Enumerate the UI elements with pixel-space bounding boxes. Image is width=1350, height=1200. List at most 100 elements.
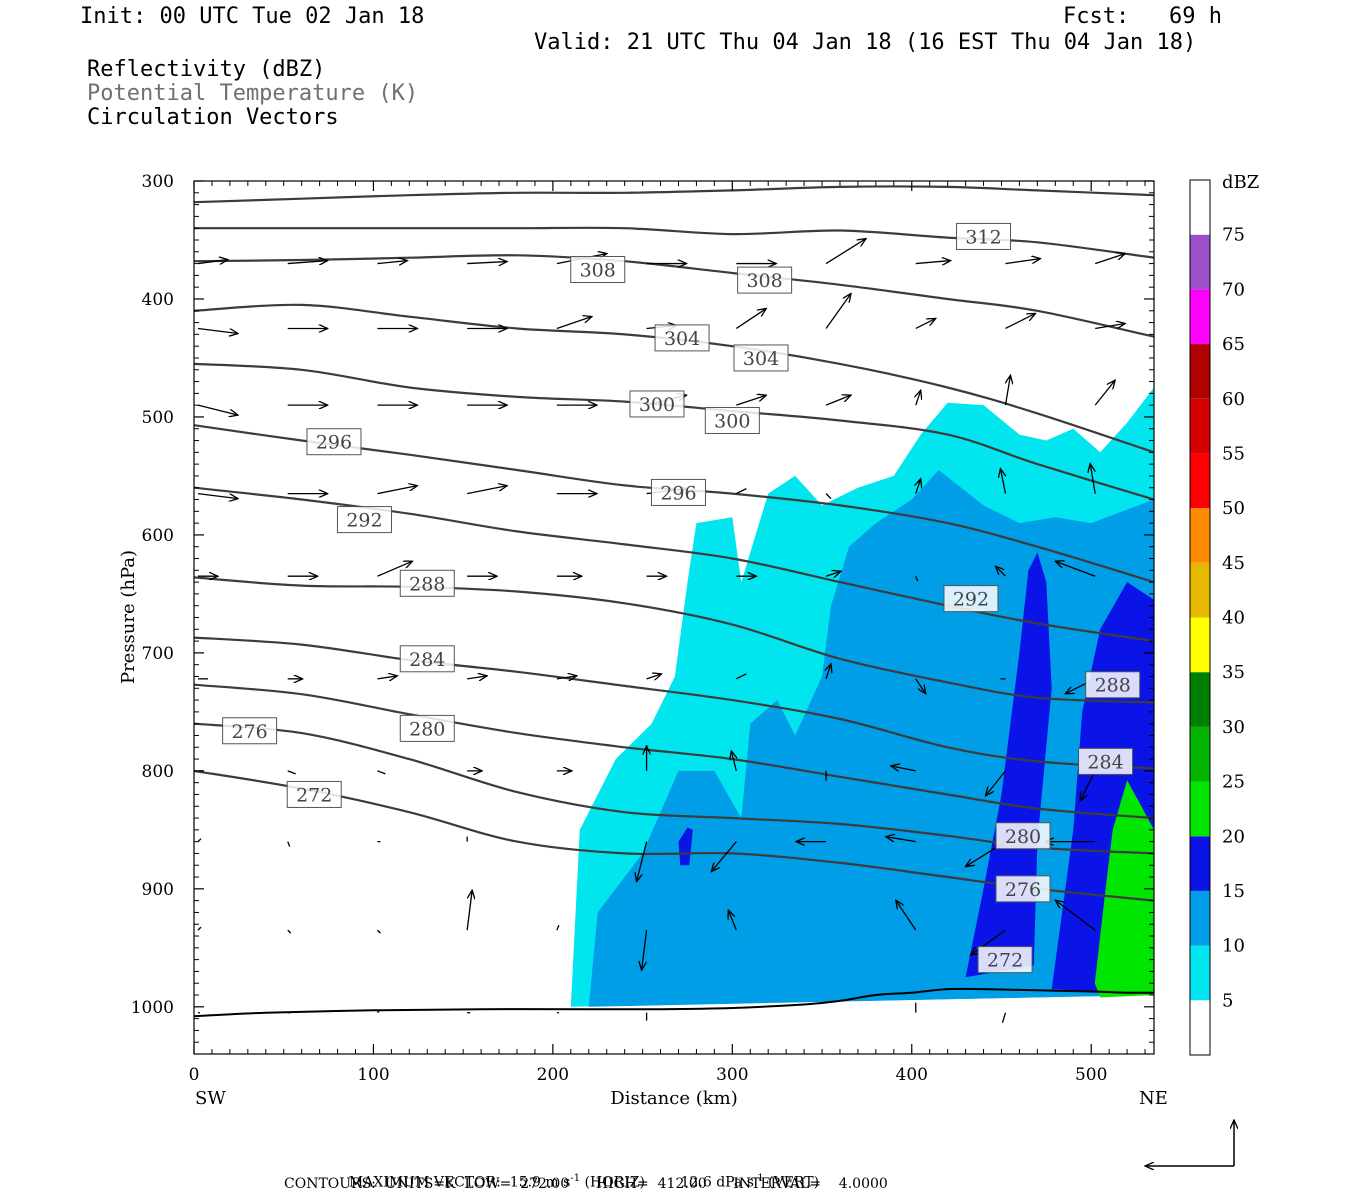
colorbar-level-label: 10 (1222, 936, 1245, 957)
svg-text:280: 280 (409, 718, 445, 740)
max-vector-note: MAXIMUM VECTOR: 15.9 m s-1 (HORIZ) 12.6 … (340, 1157, 819, 1191)
colorbar-swatch (1190, 289, 1210, 345)
x-tick-label: 500 (1075, 1065, 1107, 1085)
circulation-vector (467, 486, 507, 495)
circulation-vector (377, 561, 412, 577)
theta-contour-308 (194, 254, 1154, 338)
svg-text:304: 304 (664, 328, 700, 350)
circulation-vector (197, 260, 228, 264)
contour-label-288: 288 (1085, 671, 1141, 699)
colorbar-swatch (1190, 836, 1210, 891)
colorbar-swatch (1190, 180, 1210, 235)
svg-text:300: 300 (639, 394, 675, 416)
colorbar-level-label: 70 (1222, 279, 1245, 300)
colorbar-swatch (1190, 1000, 1210, 1055)
svg-text:292: 292 (346, 510, 382, 532)
contour-label-304: 304 (733, 344, 789, 372)
circulation-vector (1095, 323, 1125, 330)
field-reflectivity-label: Reflectivity (dBZ) (87, 57, 326, 82)
contour-label-292: 292 (943, 585, 999, 613)
circulation-vector (466, 890, 472, 931)
circulation-vector (1055, 900, 1096, 931)
contour-label-276: 276 (222, 717, 278, 745)
colorbar-swatch (1190, 617, 1210, 673)
circulation-vector (377, 261, 407, 264)
colorbar-level-label: 60 (1222, 389, 1245, 410)
x-right-end-label: NE (1139, 1088, 1168, 1109)
circulation-vector (736, 395, 766, 406)
contour-label-280: 280 (399, 714, 455, 742)
circulation-vector (287, 841, 291, 847)
theta-contour-288 (194, 576, 1154, 704)
circulation-vector (1001, 1012, 1007, 1023)
colorbar-frame (1189, 179, 1211, 1056)
y-tick-label: 900 (142, 880, 174, 900)
contour-label-300: 300 (629, 390, 685, 418)
colorbar-swatch (1190, 890, 1210, 946)
colorbar-level-label: 75 (1222, 225, 1245, 246)
contour-label-300: 300 (704, 406, 760, 434)
circulation-vector (985, 770, 1006, 796)
field-theta-label: Potential Temperature (K) (87, 81, 419, 106)
circulation-vector (556, 316, 592, 330)
reference-vector-icon (1145, 1120, 1234, 1166)
contour-label-288: 288 (399, 569, 455, 597)
circulation-vector (287, 261, 328, 264)
contour-label-304: 304 (654, 324, 710, 352)
x-tick-label: 200 (537, 1065, 569, 1085)
contour-label-308: 308 (737, 266, 793, 294)
colorbar-swatch (1190, 453, 1210, 509)
circulation-vector (825, 293, 851, 329)
svg-text:284: 284 (1087, 751, 1123, 773)
contour-info: CONTOURS: UNITS=K LOW= 272.00 HIGH= 412.… (284, 1176, 888, 1192)
colorbar-swatch (1190, 508, 1210, 563)
y-tick-label: 700 (142, 644, 174, 664)
circulation-vector (197, 404, 238, 415)
colorbar-level-label: 65 (1222, 334, 1245, 355)
colorbar-level-label: 35 (1222, 662, 1245, 683)
horiz-exponent: -1 (570, 1173, 581, 1184)
circulation-vector (825, 239, 866, 265)
colorbar-level-label: 50 (1222, 498, 1245, 519)
x-left-end-label: SW (195, 1088, 226, 1109)
circulation-vector (825, 395, 851, 406)
svg-text:296: 296 (660, 482, 696, 504)
colorbar-swatch (1190, 398, 1210, 454)
vert-max-value: 12.6 dPa s (680, 1174, 754, 1191)
theta-contour-272 (194, 769, 1154, 902)
circulation-vector (886, 837, 916, 843)
svg-text:284: 284 (409, 649, 445, 671)
horiz-unit: (HORIZ) (584, 1174, 645, 1191)
contour-label-312: 312 (956, 222, 1012, 250)
colorbar-swatch (1190, 672, 1210, 727)
valid-time: Valid: 21 UTC Thu 04 Jan 18 (16 EST Thu … (534, 30, 1197, 55)
contour-label-272: 272 (286, 780, 342, 808)
circulation-vector (287, 770, 296, 775)
svg-text:300: 300 (714, 410, 750, 432)
theta-contour-280 (194, 683, 1154, 820)
contour-label-296: 296 (306, 428, 362, 456)
circulation-vector (1005, 259, 1040, 265)
vert-unit: (VERT) (768, 1174, 820, 1191)
contour-label-292: 292 (336, 506, 392, 534)
circulation-vector (1004, 375, 1010, 406)
y-tick-label: 400 (142, 290, 174, 310)
y-tick-label: 1000 (131, 998, 174, 1018)
circulation-vector (377, 486, 417, 495)
circulation-vector (1000, 469, 1005, 494)
vert-exponent: -1 (753, 1173, 764, 1184)
circulation-vector (1080, 770, 1096, 801)
circulation-vector (728, 910, 737, 931)
x-tick-label: 100 (357, 1065, 389, 1085)
circulation-vector (646, 674, 662, 679)
circulation-vector (556, 676, 577, 679)
circulation-vector (896, 900, 917, 931)
circulation-vector (736, 673, 747, 680)
colorbar-title: dBZ (1222, 172, 1259, 193)
svg-text:276: 276 (231, 721, 267, 743)
circulation-vector (916, 479, 921, 494)
y-axis-title: Pressure (hPa) (118, 550, 139, 684)
svg-text:304: 304 (743, 348, 779, 370)
circulation-vector (825, 493, 832, 500)
reflectivity-region-15 (678, 827, 693, 866)
